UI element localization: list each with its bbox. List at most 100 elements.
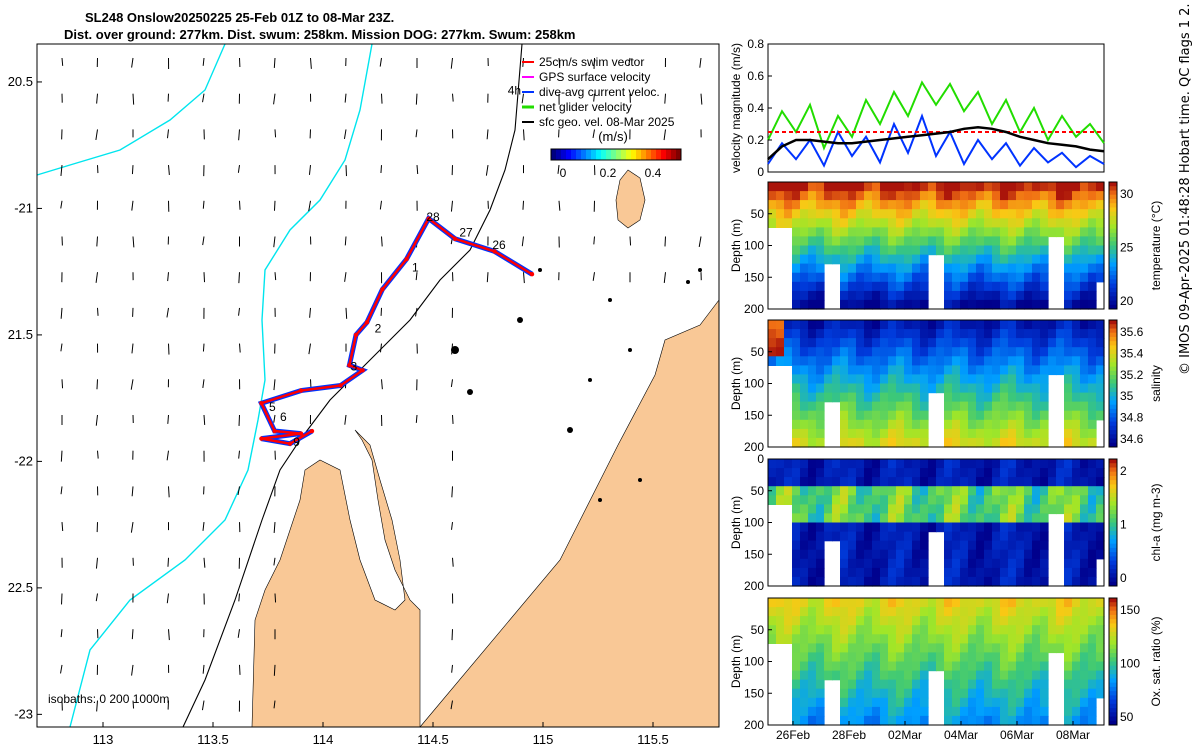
temperature-cell-29-8 xyxy=(1000,254,1009,265)
oxygen-cell-35-1 xyxy=(1048,607,1057,617)
chl-a-cell-33-5 xyxy=(1032,504,1041,515)
oxygen-cell-3-13 xyxy=(792,715,801,726)
temperature-cell-15-3 xyxy=(888,209,897,219)
chl-a-cell-26-2 xyxy=(976,477,985,487)
temperature-cell-8-8 xyxy=(832,254,841,265)
temperature-cell-30-10 xyxy=(1008,272,1017,283)
chl-a-cell-11-5 xyxy=(856,504,865,515)
temperature-cell-12-11 xyxy=(864,281,873,292)
oxygen-cell-20-7 xyxy=(928,661,937,672)
chl-a-cell-26-10 xyxy=(976,549,985,560)
temperature-cell-41-8 xyxy=(1096,254,1105,265)
oxygen-cell-10-2 xyxy=(848,616,857,626)
temperature-cell-41-9 xyxy=(1096,263,1105,274)
oxygen-cell-25-2 xyxy=(968,616,977,626)
temperature-cell-18-7 xyxy=(912,245,921,256)
oxygen-colorbar-cell-27 xyxy=(1109,712,1117,717)
chl-a-cell-33-2 xyxy=(1032,477,1041,487)
chl-a-cell-21-0 xyxy=(936,459,945,469)
map-colorbar-cell-7 xyxy=(586,149,592,160)
temperature-cell-34-0 xyxy=(1040,182,1049,192)
oxygen-cell-32-1 xyxy=(1024,607,1033,617)
chl-a-cell-36-4 xyxy=(1056,495,1065,505)
geo-arrow-20 xyxy=(96,93,98,104)
temperature-cell-27-5 xyxy=(984,227,993,238)
salinity-cell-31-4 xyxy=(1016,356,1025,366)
chl-a-cell-10-1 xyxy=(848,468,857,478)
chl-a-cell-6-8 xyxy=(816,531,825,542)
temperature-cell-34-6 xyxy=(1040,236,1049,247)
oxygen-cell-17-3 xyxy=(904,625,913,635)
chl-a-cell-40-11 xyxy=(1088,558,1097,569)
chl-a-cell-32-1 xyxy=(1024,468,1033,478)
temperature-cell-28-12 xyxy=(992,290,1001,301)
temperature-cell-17-9 xyxy=(904,263,913,274)
salinity-cell-3-7 xyxy=(792,383,801,394)
temperature-colorbar-cell-0 xyxy=(1109,182,1117,187)
chl-a-cell-13-5 xyxy=(872,504,881,515)
chl-a-cell-15-12 xyxy=(888,567,897,578)
chl-a-cell-36-3 xyxy=(1056,486,1065,496)
geo-arrow-21 xyxy=(132,93,135,105)
chl-a-cell-15-1 xyxy=(888,468,897,478)
temperature-cell-13-9 xyxy=(872,263,881,274)
salinity-cell-4-12 xyxy=(800,428,809,439)
chl-a-cell-12-10 xyxy=(864,549,873,560)
salinity-cell-17-6 xyxy=(904,374,913,385)
temperature-cell-14-0 xyxy=(880,182,889,192)
oxygen-cell-35-2 xyxy=(1048,616,1057,626)
temperature-cell-22-2 xyxy=(944,200,953,210)
oxygen-cell-6-7 xyxy=(816,661,825,672)
salinity-cell-15-2 xyxy=(888,338,897,348)
oxygen-cell-22-5 xyxy=(944,643,953,654)
temperature-cell-6-1 xyxy=(816,191,825,201)
chl-a-cell-39-7 xyxy=(1080,522,1089,533)
salinity-cell-27-5 xyxy=(984,365,993,376)
chl-a-cell-15-9 xyxy=(888,540,897,551)
oxygen-cell-0-0 xyxy=(768,598,777,608)
oxygen-cell-6-6 xyxy=(816,652,825,663)
temperature-cell-22-7 xyxy=(944,245,953,256)
chl-a-cell-15-11 xyxy=(888,558,897,569)
chl-a-cell-12-6 xyxy=(864,513,873,524)
islet-4 xyxy=(608,298,612,302)
salinity-cell-30-4 xyxy=(1008,356,1017,366)
oxygen-cell-20-6 xyxy=(928,652,937,663)
geo-arrow-87 xyxy=(558,200,561,211)
salinity-cell-24-7 xyxy=(960,383,969,394)
salinity-cell-32-11 xyxy=(1024,419,1033,430)
salinity-cell-28-5 xyxy=(992,365,1001,376)
temperature-cell-32-8 xyxy=(1024,254,1033,265)
salinity-cell-32-3 xyxy=(1024,347,1033,357)
temperature-cell-33-0 xyxy=(1032,182,1041,192)
salinity-cell-37-10 xyxy=(1064,410,1073,421)
chl-a-cell-19-8 xyxy=(920,531,929,542)
temperature-cell-18-10 xyxy=(912,272,921,283)
chl-a-cell-14-7 xyxy=(880,522,889,533)
temperature-cell-34-1 xyxy=(1040,191,1049,201)
temperature-cell-37-8 xyxy=(1064,254,1073,265)
temperature-cell-3-10 xyxy=(792,272,801,283)
salinity-cell-22-2 xyxy=(944,338,953,348)
salinity-cell-11-13 xyxy=(856,437,865,448)
temperature-cell-7-1 xyxy=(824,191,833,201)
oxygen-cell-40-12 xyxy=(1088,706,1097,717)
chl-a-cell-25-7 xyxy=(968,522,977,533)
temperature-cell-21-7 xyxy=(936,245,945,256)
oxygen-colorbar-cell-16 xyxy=(1109,665,1117,671)
oxygen-cell-24-11 xyxy=(960,697,969,708)
oxygen-cell-9-11 xyxy=(840,697,849,708)
chl-a-cell-10-4 xyxy=(848,495,857,505)
chl-a-cell-23-8 xyxy=(952,531,961,542)
oxygen-cell-3-3 xyxy=(792,625,801,635)
salinity-cell-35-2 xyxy=(1048,338,1057,348)
temperature-cell-10-3 xyxy=(848,209,857,219)
temperature-colorbar-tick-1: 25 xyxy=(1120,241,1134,255)
temperature-cell-11-1 xyxy=(856,191,865,201)
salinity-colorbar-cell-4 xyxy=(1109,336,1117,342)
temperature-cell-38-4 xyxy=(1072,218,1081,228)
temperature-cell-15-13 xyxy=(888,299,897,310)
salinity-cell-25-2 xyxy=(968,338,977,348)
oxygen-cell-40-13 xyxy=(1088,715,1097,726)
chl-a-cell-34-7 xyxy=(1040,522,1049,533)
